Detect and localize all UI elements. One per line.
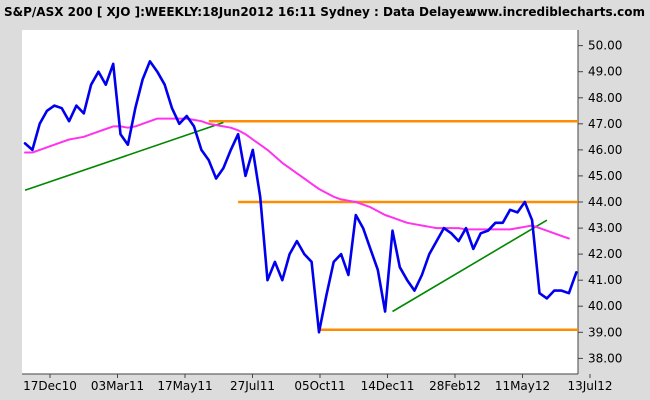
y-tick-label: 41.00 (588, 273, 622, 287)
x-tick-label: 05Oct11 (294, 379, 345, 393)
series-lines (23, 59, 578, 334)
y-tick-label: 38.00 (588, 351, 622, 365)
y-tick-label: 43.00 (588, 221, 622, 235)
x-tick-label: 17Dec10 (23, 379, 77, 393)
y-tick-label: 47.00 (588, 117, 622, 131)
trend-lines (24, 121, 548, 313)
y-tick-label: 44.00 (588, 195, 622, 209)
trend-line-1 (392, 219, 548, 313)
x-tick-label: 28Feb12 (429, 379, 481, 393)
x-axis-ticks: 17Dec10 03Mar11 17May11 27Jul11 05Oct11 14Dec… (23, 374, 613, 393)
y-tick-label: 40.00 (588, 299, 622, 313)
y-tick-label: 50.00 (588, 39, 622, 53)
y-tick-label: 39.00 (588, 325, 622, 339)
x-tick-label: 27Jul11 (230, 379, 275, 393)
y-axis-ticks: 38.00 39.00 40.00 41.00 42.00 43.00 44.00 45.00… (578, 39, 622, 365)
y-tick-label: 46.00 (588, 143, 622, 157)
trend-line-0 (24, 121, 224, 192)
x-tick-label: 11May12 (495, 379, 550, 393)
x-tick-label: 17May11 (157, 379, 212, 393)
y-tick-label: 49.00 (588, 65, 622, 79)
moving_average-line (24, 117, 570, 240)
y-tick-label: 48.00 (588, 91, 622, 105)
y-tick-label: 42.00 (588, 247, 622, 261)
x-tick-label: 13Jul12 (567, 379, 612, 393)
level-lines (208, 119, 578, 331)
site-link[interactable]: www.incrediblecharts.com (466, 5, 645, 19)
y-tick-label: 45.00 (588, 169, 622, 183)
chart-title: S&P/ASX 200 [ XJO ]:WEEKLY:18Jun2012 16:… (4, 5, 474, 19)
price-line (23, 59, 578, 334)
x-tick-label: 03Mar11 (91, 379, 144, 393)
x-tick-label: 14Dec11 (361, 379, 415, 393)
